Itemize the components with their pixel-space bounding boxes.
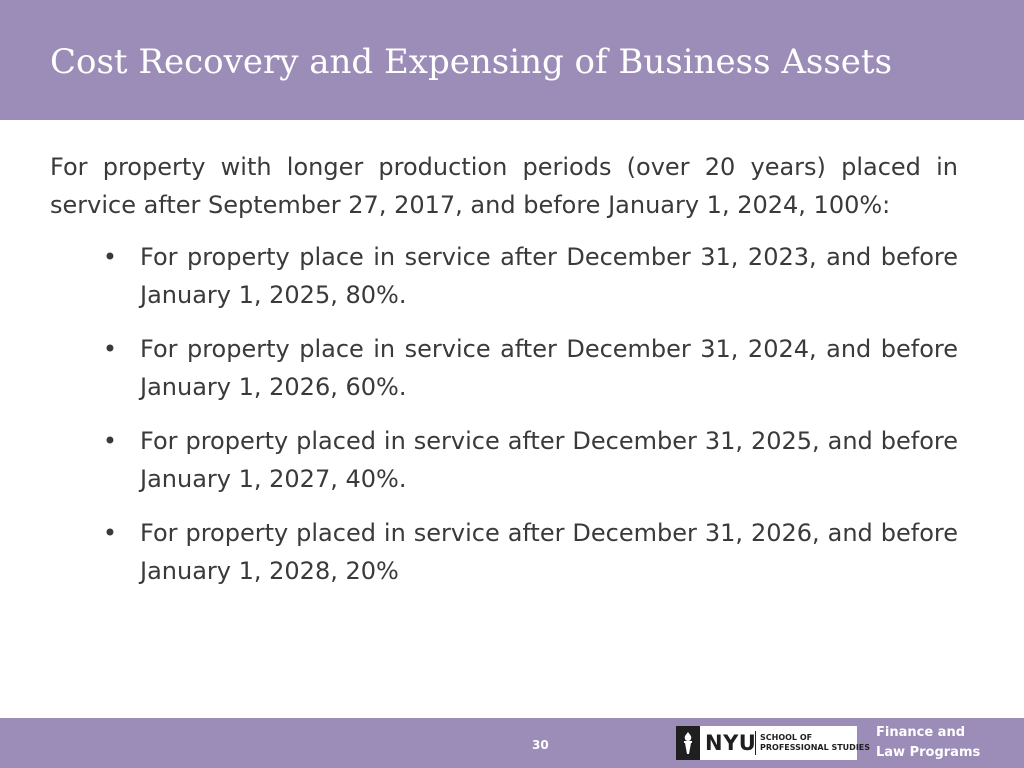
bullet-text: For property placed in service after Dec… bbox=[140, 519, 958, 585]
bullet-item: • For property place in service after De… bbox=[103, 330, 958, 406]
bullet-list: • For property place in service after De… bbox=[50, 238, 958, 590]
bullet-icon: • bbox=[102, 243, 118, 271]
nyu-sps-logo: NYU SCHOOL OF PROFESSIONAL STUDIES bbox=[676, 726, 870, 760]
bullet-text: For property place in service after Dece… bbox=[140, 335, 958, 401]
bullet-item: • For property placed in service after D… bbox=[103, 514, 958, 590]
bullet-text: For property place in service after Dece… bbox=[140, 243, 958, 309]
bullet-icon: • bbox=[102, 519, 118, 547]
slide-content: For property with longer production peri… bbox=[50, 148, 958, 606]
logo-school-text: SCHOOL OF PROFESSIONAL STUDIES bbox=[760, 733, 870, 753]
logo-divider bbox=[755, 731, 756, 755]
program-line-2: Law Programs bbox=[876, 745, 981, 760]
logo-nyu-text: NYU bbox=[705, 731, 757, 755]
program-name: Finance and Law Programs bbox=[876, 723, 980, 763]
program-line-1: Finance and bbox=[876, 725, 966, 740]
intro-paragraph: For property with longer production peri… bbox=[50, 153, 958, 219]
torch-icon bbox=[676, 726, 700, 760]
header-bar: Cost Recovery and Expensing of Business … bbox=[0, 0, 1024, 120]
bullet-text: For property placed in service after Dec… bbox=[140, 427, 958, 493]
bullet-icon: • bbox=[102, 335, 118, 363]
footer-bar bbox=[0, 718, 1024, 768]
bullet-item: • For property place in service after De… bbox=[103, 238, 958, 314]
logo-school-line-1: SCHOOL OF bbox=[760, 733, 813, 742]
page-number: 30 bbox=[532, 738, 549, 752]
slide-title: Cost Recovery and Expensing of Business … bbox=[50, 42, 893, 82]
bullet-item: • For property placed in service after D… bbox=[103, 422, 958, 498]
logo-school-line-2: PROFESSIONAL STUDIES bbox=[760, 743, 871, 752]
bullet-icon: • bbox=[102, 427, 118, 455]
